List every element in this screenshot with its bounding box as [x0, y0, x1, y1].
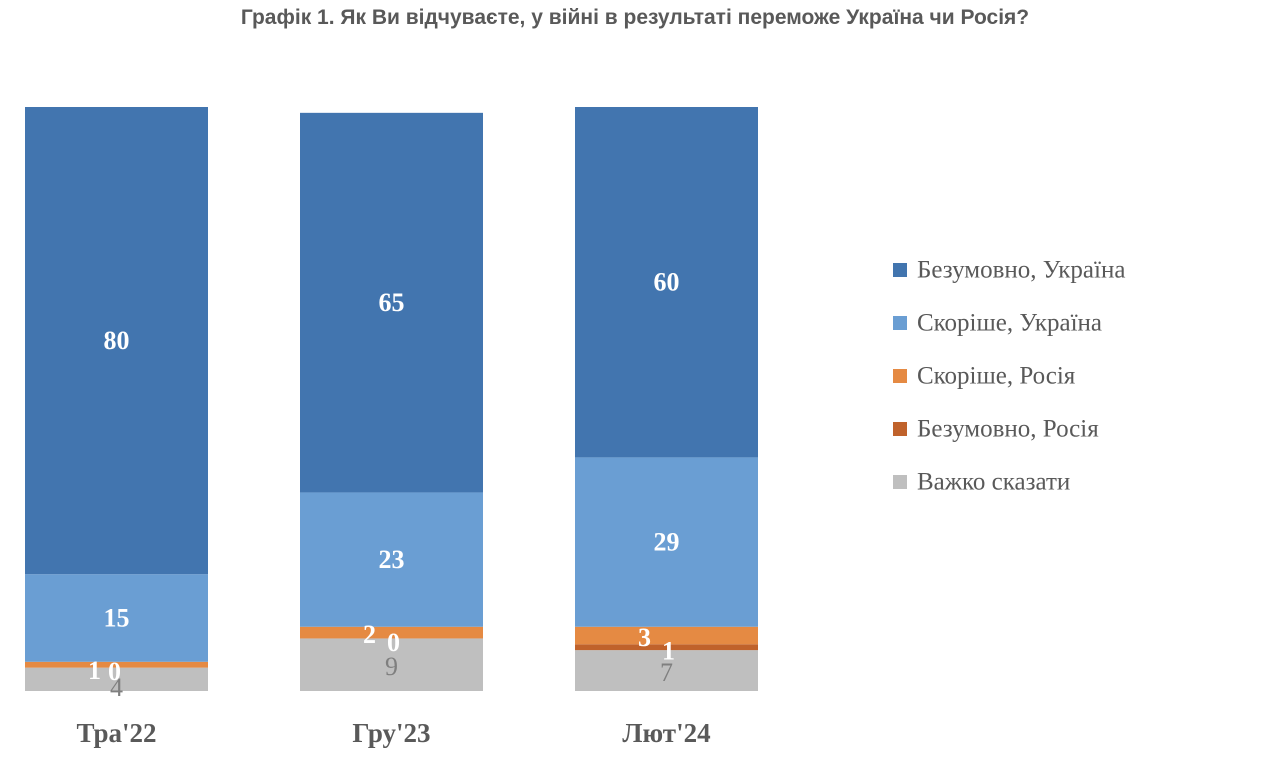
category-label: Лют'24: [622, 718, 710, 748]
value-label: 3: [638, 623, 651, 652]
value-label: 9: [385, 652, 398, 681]
legend-label: Безумовно, Україна: [917, 257, 1125, 284]
bar-segment: [575, 107, 758, 458]
value-label: 0: [387, 628, 400, 657]
bar-segment: [300, 492, 483, 627]
value-label: 23: [379, 545, 405, 574]
value-label: 1: [88, 656, 101, 685]
value-label: 29: [654, 528, 680, 557]
legend-label: Скоріше, Росія: [917, 363, 1076, 390]
bars-group: [25, 107, 758, 691]
legend-swatch: [893, 369, 907, 383]
category-labels-group: Тра'22 Гру'23 Лют'24: [77, 718, 711, 748]
bar-segment: [575, 626, 758, 645]
value-label: 4: [110, 673, 123, 702]
legend: Безумовно, Україна Скоріше, Україна Скоріш…: [893, 257, 1125, 496]
legend-label: Важко сказати: [917, 469, 1070, 496]
bar-segment: [25, 661, 208, 668]
bar-segment: [300, 626, 483, 639]
bar-segment: [25, 574, 208, 662]
bar-segment: [300, 638, 483, 691]
legend-swatch: [893, 422, 907, 436]
bar-segment: [575, 644, 758, 651]
category-label: Гру'23: [352, 718, 430, 748]
legend-swatch: [893, 475, 907, 489]
category-label: Тра'22: [77, 718, 157, 748]
legend-label: Безумовно, Росія: [917, 416, 1099, 443]
value-label: 7: [660, 658, 673, 687]
bar-segment: [575, 650, 758, 691]
value-label: 0: [108, 657, 121, 686]
legend-label: Скоріше, Україна: [917, 310, 1102, 337]
bar-segment: [300, 112, 483, 493]
value-label: 65: [379, 288, 405, 317]
bar-segment: [575, 457, 758, 627]
bar-segment: [25, 667, 208, 691]
legend-swatch: [893, 316, 907, 330]
value-label: 15: [104, 604, 130, 633]
legend-swatch: [893, 263, 907, 277]
value-label: 60: [654, 268, 680, 297]
value-label: 2: [363, 620, 376, 649]
value-label: 80: [104, 326, 130, 355]
chart-title: Графік 1. Як Ви відчуваєте, у війні в ре…: [240, 6, 1030, 29]
bar-segment: [25, 107, 208, 575]
value-label: 1: [662, 637, 675, 666]
